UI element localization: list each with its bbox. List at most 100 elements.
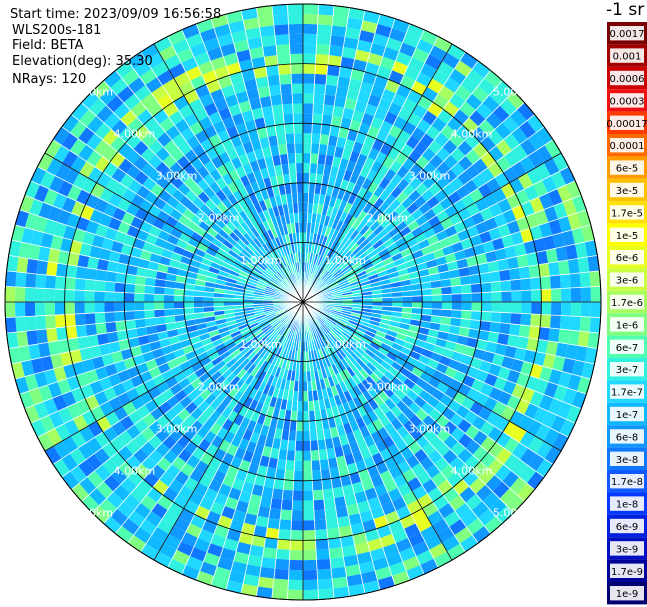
gate-cell	[373, 197, 385, 210]
gate-cell	[352, 450, 364, 463]
gate-cell	[402, 556, 421, 571]
gate-cell	[430, 315, 442, 324]
gate-cell	[344, 564, 361, 577]
gate-cell	[369, 358, 381, 369]
gate-cell	[359, 368, 370, 380]
gate-cell	[560, 287, 572, 302]
gate-cell	[339, 222, 348, 234]
ray-separator	[302, 60, 479, 303]
gate-cell	[536, 339, 549, 354]
gate-cell	[317, 578, 334, 590]
gate-cell	[395, 220, 408, 232]
gate-cell	[413, 395, 427, 409]
gate-cell	[337, 233, 347, 244]
gate-cell	[354, 345, 365, 356]
gate-cell	[303, 530, 316, 541]
gate-cell	[338, 348, 347, 359]
gate-cell	[314, 529, 328, 541]
gate-cell	[311, 133, 321, 144]
gate-cell	[332, 241, 341, 253]
gate-cell	[344, 138, 356, 151]
gate-cell	[369, 372, 381, 384]
gate-cell	[531, 302, 542, 315]
gate-cell	[322, 104, 335, 116]
gate-cell	[377, 247, 390, 258]
gate-cell	[426, 395, 440, 409]
gate-cell	[541, 289, 552, 302]
gate-cell	[341, 148, 353, 161]
gate-cell	[422, 295, 433, 302]
gate-cell	[312, 329, 318, 340]
gate-cell	[449, 518, 467, 536]
gate-cell	[366, 231, 377, 243]
gate-cell	[581, 224, 595, 243]
gate-cell	[287, 579, 303, 591]
gate-cell	[290, 540, 303, 551]
gate-cell	[460, 354, 474, 367]
gate-cell	[487, 331, 500, 344]
gate-cell	[377, 326, 389, 335]
gate-cell	[550, 415, 567, 433]
gate-cell	[360, 570, 378, 584]
gate-cell	[390, 186, 403, 199]
gate-cell	[327, 216, 336, 228]
gate-cell	[509, 267, 521, 281]
gate-cell	[587, 332, 600, 349]
gate-cell	[339, 370, 348, 382]
gate-cell	[352, 396, 363, 409]
gate-cell	[324, 84, 338, 96]
gate-cell	[378, 390, 390, 403]
gate-cell	[509, 477, 527, 495]
gate-cell	[367, 398, 379, 411]
gate-cell	[396, 412, 410, 426]
gate-cell	[325, 275, 334, 284]
gate-cell	[323, 377, 331, 389]
colorbar-tick-label: 1e-5	[616, 231, 639, 242]
gate-cell	[315, 278, 323, 288]
gate-cell	[307, 331, 312, 342]
gate-cell	[303, 440, 311, 451]
gate-cell	[488, 386, 503, 402]
gate-cell	[311, 319, 317, 330]
gate-cell	[394, 237, 407, 248]
gate-cell	[412, 47, 430, 64]
gate-cell	[339, 281, 350, 288]
gate-cell	[587, 255, 600, 272]
gate-cell	[454, 502, 472, 519]
gate-cell	[390, 173, 404, 187]
gate-cell	[335, 323, 345, 332]
gate-cell	[396, 178, 410, 192]
gate-cell	[401, 196, 414, 209]
gate-cell	[423, 208, 437, 221]
gate-cell	[333, 198, 343, 210]
gate-cell	[484, 217, 498, 231]
gate-cell	[465, 493, 483, 511]
gate-cell	[558, 328, 570, 344]
gate-cell	[475, 221, 489, 235]
gate-cell	[487, 161, 503, 178]
gate-cell	[317, 282, 327, 290]
gate-cell	[471, 501, 490, 519]
gate-cell	[501, 291, 512, 302]
gate-cell	[381, 501, 396, 516]
gate-cell	[303, 133, 312, 144]
gate-cell	[427, 215, 441, 228]
gate-cell	[317, 568, 333, 580]
gate-cell	[380, 217, 392, 229]
gate-cell	[309, 430, 318, 441]
gate-cell	[307, 262, 312, 273]
gate-cell	[461, 284, 472, 294]
gate-cell	[413, 195, 427, 209]
gate-cell	[559, 315, 571, 331]
ray-separator	[302, 301, 554, 465]
gate-cell	[503, 150, 520, 167]
gate-cell	[340, 286, 351, 292]
gate-cell	[369, 235, 381, 246]
gate-cell	[315, 548, 330, 560]
gate-cell	[488, 145, 504, 162]
gate-cell	[364, 62, 380, 76]
gate-cell	[330, 342, 339, 352]
gate-cell	[314, 317, 322, 327]
gate-cell	[343, 213, 353, 225]
